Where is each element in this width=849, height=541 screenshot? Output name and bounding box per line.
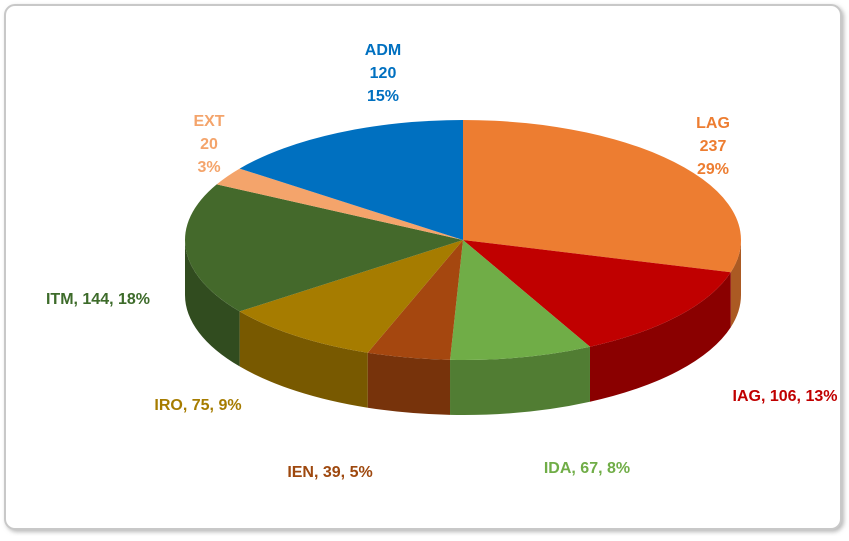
slice bbox=[239, 120, 463, 240]
slice-side bbox=[730, 240, 741, 328]
data-label-line: IDA, 67, 8% bbox=[544, 460, 630, 477]
slice bbox=[239, 240, 463, 353]
slice bbox=[367, 240, 463, 360]
data-label-line: ITM, 144, 18% bbox=[46, 291, 150, 308]
data-label-line: IRO, 75, 9% bbox=[154, 397, 241, 414]
slice-side bbox=[239, 311, 368, 408]
data-label-line: ADM bbox=[365, 42, 401, 59]
data-label-line: 3% bbox=[197, 159, 220, 176]
slice-side bbox=[450, 346, 590, 415]
slice bbox=[216, 168, 463, 240]
data-label-line: 29% bbox=[697, 161, 729, 178]
data-label-line: 20 bbox=[200, 136, 218, 153]
data-label-line: 120 bbox=[370, 65, 397, 82]
slice bbox=[463, 120, 742, 273]
data-label: ITM, 144, 18% bbox=[46, 291, 150, 308]
slice bbox=[184, 184, 463, 312]
slice-side bbox=[185, 240, 240, 367]
data-label-line: LAG bbox=[696, 115, 730, 132]
data-label-line: IAG, 106, 13% bbox=[733, 388, 838, 405]
data-label: IRO, 75, 9% bbox=[154, 397, 241, 414]
data-label-line: 237 bbox=[700, 138, 727, 155]
data-label: IEN, 39, 5% bbox=[287, 464, 372, 481]
slice-side bbox=[589, 272, 731, 402]
data-label: IAG, 106, 13% bbox=[733, 388, 838, 405]
data-label: IDA, 67, 8% bbox=[544, 460, 630, 477]
data-label: ADM 120 15% bbox=[365, 42, 401, 105]
slice bbox=[463, 240, 731, 347]
data-label: LAG 237 29% bbox=[696, 115, 730, 178]
data-label-line: IEN, 39, 5% bbox=[287, 464, 372, 481]
data-label-line: 15% bbox=[367, 88, 399, 105]
slice bbox=[450, 240, 590, 360]
slice-side bbox=[367, 352, 451, 415]
data-label-line: EXT bbox=[193, 113, 224, 130]
data-label: EXT 20 3% bbox=[193, 113, 224, 176]
